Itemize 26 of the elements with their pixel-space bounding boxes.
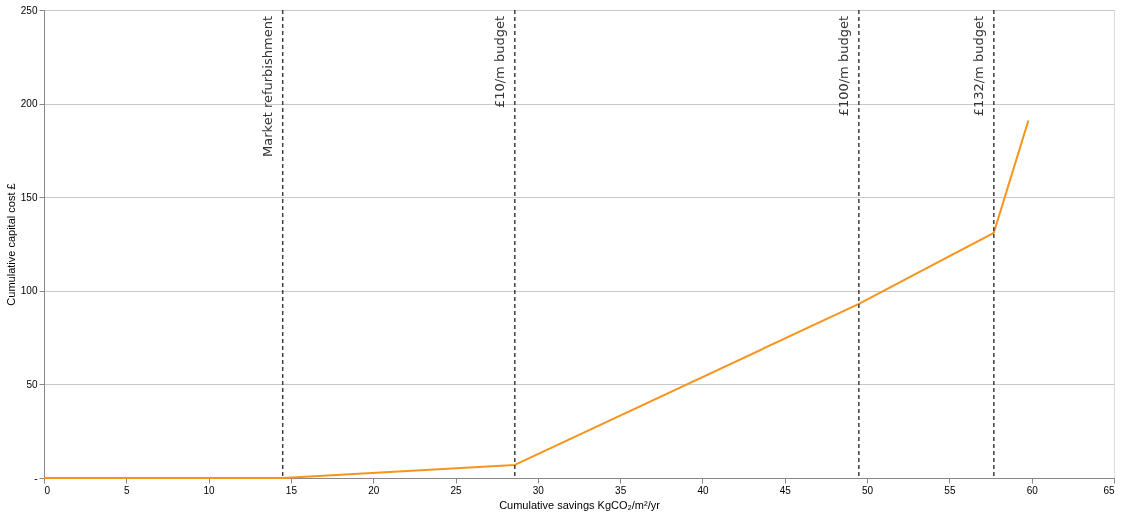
y-tick-label: 200 [20, 98, 38, 110]
ref-line-label: Market refurbishment [259, 16, 275, 157]
x-tick-label: 35 [615, 484, 627, 496]
y-tick-label: 50 [26, 378, 38, 390]
y-tick-label: 150 [20, 191, 38, 203]
ref-line-label: £132/m budget [970, 16, 986, 117]
x-axis-title: Cumulative savings KgCO₂/m²/yr [499, 498, 661, 511]
x-tick-label: 55 [944, 484, 956, 496]
y-tick-label: 100 [20, 285, 38, 297]
x-tick-label: 20 [368, 484, 380, 496]
x-tick-label: 40 [697, 484, 709, 496]
x-tick-label: 30 [532, 484, 545, 496]
y-axis-title: Cumulative capital cost £ [4, 183, 17, 306]
x-tick-label: 60 [1026, 484, 1039, 496]
x-tick-label: 25 [450, 484, 463, 496]
x-tick-label: 0 [44, 484, 51, 496]
y-tick-label: 250 [20, 4, 38, 16]
y-tick-label: - [34, 472, 38, 484]
ref-line-label: £100/m budget [835, 16, 851, 117]
x-tick-label: 15 [285, 484, 298, 496]
x-tick-label: 50 [862, 484, 874, 496]
x-tick-label: 45 [779, 484, 792, 496]
ref-line-label: £10/m budget [491, 16, 507, 109]
x-tick-label: 10 [203, 484, 216, 496]
x-tick-label: 65 [1103, 484, 1115, 496]
x-tick-label: 5 [124, 484, 131, 496]
